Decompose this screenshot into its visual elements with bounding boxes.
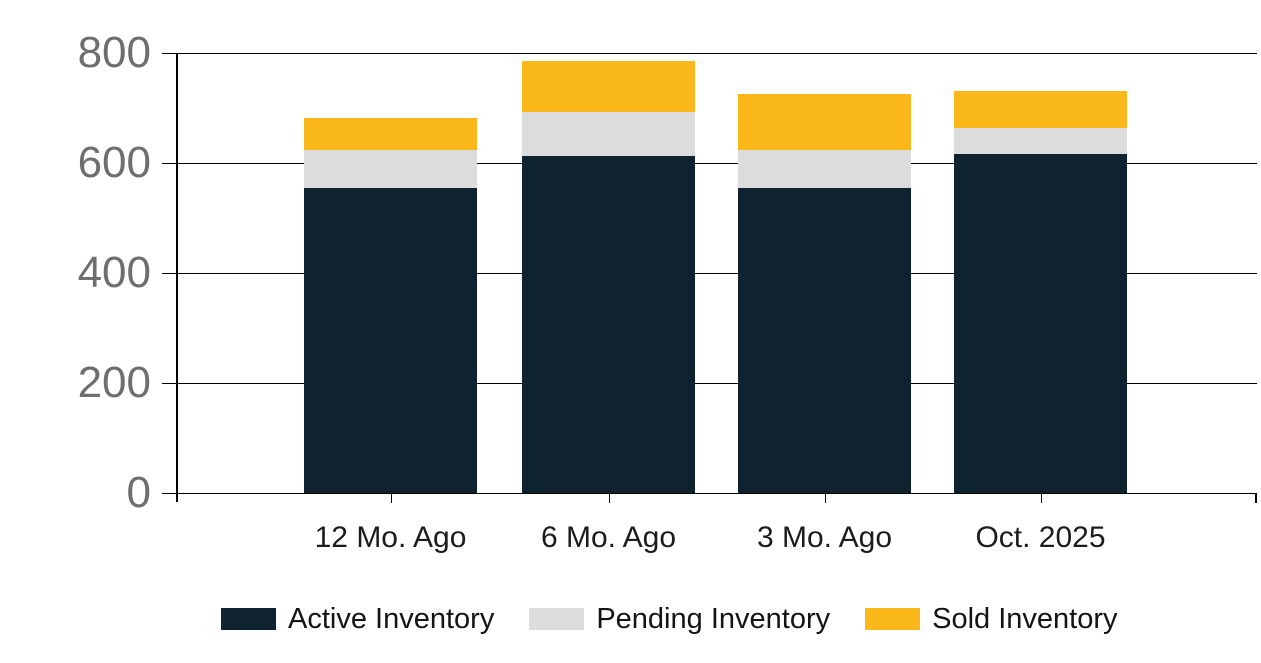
- legend-label-sold-inventory: Sold Inventory: [932, 603, 1118, 635]
- x-axis-label-oct-2025: Oct. 2025: [975, 521, 1106, 554]
- bar-3-mo-ago: [738, 94, 911, 493]
- x-axis-tick-6-mo-ago: [608, 493, 611, 503]
- legend-item-active-inventory: Active Inventory: [221, 604, 494, 634]
- y-axis-tick-600: [162, 163, 176, 165]
- legend-swatch-active-inventory: [221, 608, 276, 630]
- legend-item-sold-inventory: Sold Inventory: [865, 603, 1118, 635]
- plot-area: [176, 53, 1257, 495]
- gridline-800: [176, 53, 1257, 55]
- x-axis-label-3-mo-ago: 3 Mo. Ago: [756, 521, 893, 554]
- x-axis-tick-3-mo-ago: [824, 493, 827, 503]
- segment-sold-inventory-6-mo-ago: [522, 60, 695, 112]
- legend-label-active-inventory: Active Inventory: [288, 603, 495, 635]
- y-axis-tick-0: [162, 493, 176, 495]
- legend: Active Inventory Pending Inventory Sold In…: [221, 604, 1118, 634]
- y-axis-label-600: 600: [77, 138, 151, 187]
- x-axis-tick-oct-2025: [1040, 493, 1043, 503]
- legend-item-pending-inventory: Pending Inventory: [529, 604, 830, 634]
- legend-label-pending-inventory: Pending Inventory: [596, 603, 831, 635]
- gridline-600: [176, 163, 1257, 165]
- gridline-200: [176, 383, 1257, 385]
- legend-swatch-pending-inventory: [529, 608, 585, 630]
- gridline-0: [176, 493, 1257, 495]
- x-axis-label-12-mo-ago: 12 Mo. Ago: [314, 521, 467, 554]
- gridline-400: [176, 273, 1257, 275]
- segment-active-inventory-6-mo-ago: [522, 156, 695, 493]
- y-axis-tick-400: [162, 273, 176, 275]
- segment-pending-inventory-12-mo-ago: [304, 149, 477, 188]
- bar-12-mo-ago: [304, 117, 477, 493]
- segment-pending-inventory-6-mo-ago: [522, 111, 695, 157]
- segment-sold-inventory-12-mo-ago: [304, 117, 477, 150]
- y-axis-tick-800: [162, 53, 176, 55]
- y-axis-line: [176, 53, 178, 502]
- segment-active-inventory-3-mo-ago: [738, 187, 911, 493]
- bar-oct-2025: [954, 90, 1127, 493]
- bar-6-mo-ago: [522, 60, 695, 493]
- segment-pending-inventory-oct-2025: [954, 127, 1127, 155]
- y-axis-label-400: 400: [77, 248, 151, 297]
- segment-pending-inventory-3-mo-ago: [738, 149, 911, 188]
- y-axis-label-800: 800: [77, 28, 151, 77]
- x-axis-label-6-mo-ago: 6 Mo. Ago: [540, 521, 677, 554]
- x-axis-tick-12-mo-ago: [390, 493, 393, 503]
- legend-swatch-sold-inventory: [865, 608, 921, 630]
- segment-active-inventory-12-mo-ago: [304, 187, 477, 493]
- segment-sold-inventory-oct-2025: [954, 90, 1127, 128]
- y-axis-tick-200: [162, 383, 176, 385]
- y-axis-label-0: 0: [126, 468, 151, 517]
- y-axis-label-200: 200: [77, 358, 151, 407]
- segment-active-inventory-oct-2025: [954, 154, 1127, 493]
- segment-sold-inventory-3-mo-ago: [738, 94, 911, 150]
- x-axis-end-tick: [1255, 493, 1257, 503]
